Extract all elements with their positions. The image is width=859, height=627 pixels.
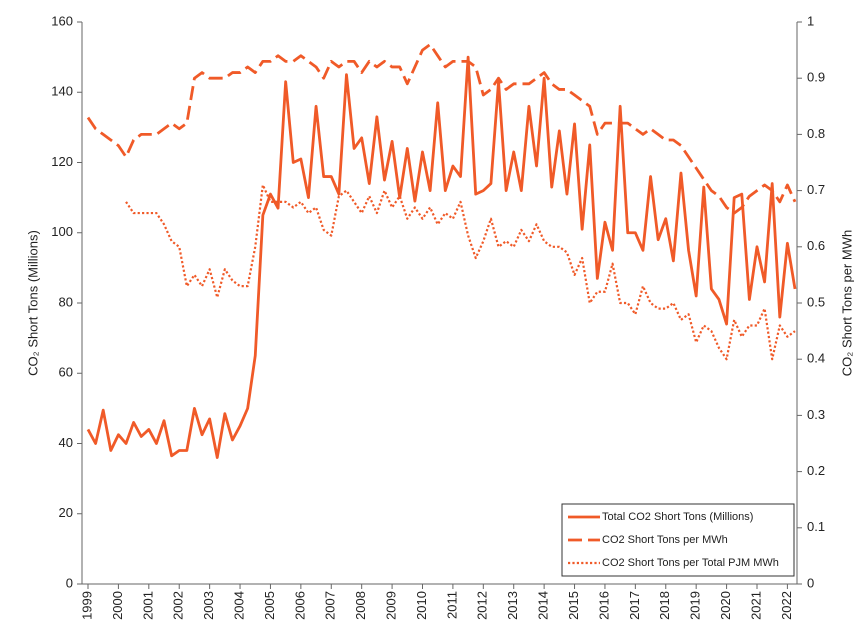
- legend-label: CO2 Short Tons per MWh: [602, 534, 728, 546]
- y2-tick-label: 0.5: [807, 294, 825, 309]
- x-tick-label: 2007: [323, 591, 338, 620]
- x-tick-label: 2016: [596, 591, 611, 620]
- x-tick-label: 2013: [505, 591, 520, 620]
- series-line: [86, 43, 797, 215]
- y-axis-label: CO₂ Short Tons (Millions): [25, 230, 40, 376]
- y2-tick-label: 1: [807, 13, 814, 28]
- x-tick-label: 2022: [779, 591, 794, 620]
- x-tick-label: 2019: [688, 591, 703, 620]
- y-tick-label: 0: [66, 575, 73, 590]
- x-tick-label: 2017: [627, 591, 642, 620]
- legend: Total CO2 Short Tons (Millions) CO2 Short…: [561, 503, 795, 577]
- y2-axis-label: CO₂ Short Tons per MWh: [839, 230, 854, 376]
- y-tick-label: 40: [59, 435, 73, 450]
- x-tick-label: 2012: [475, 591, 490, 620]
- x-tick-label: 2003: [201, 591, 216, 620]
- y-tick-label: 100: [51, 224, 73, 239]
- x-tick-label: 2006: [292, 591, 307, 620]
- y2-tick-label: 0.1: [807, 519, 825, 534]
- x-tick-label: 2021: [748, 591, 763, 620]
- x-tick-label: 2010: [414, 591, 429, 620]
- y-tick-label: 60: [59, 365, 73, 380]
- x-tick-label: 2004: [231, 591, 246, 620]
- series-line: [125, 183, 796, 361]
- x-tick-label: 2020: [718, 591, 733, 620]
- series-line: [86, 55, 797, 459]
- x-tick-label: 2011: [444, 591, 459, 619]
- x-tick-label: 2000: [110, 591, 125, 620]
- x-tick-label: 2009: [384, 591, 399, 620]
- y2-tick-label: 0: [807, 575, 814, 590]
- y2-tick-label: 0.6: [807, 238, 825, 253]
- y-tick-label: 160: [51, 13, 73, 28]
- y2-tick-label: 0.3: [807, 407, 825, 422]
- y2-tick-label: 0.9: [807, 70, 825, 85]
- x-tick-label: 1999: [79, 591, 94, 620]
- y-tick-label: 140: [51, 84, 73, 99]
- x-tick-label: 2018: [657, 591, 672, 620]
- x-tick-label: 2008: [353, 591, 368, 620]
- x-tick-label: 2002: [171, 591, 186, 620]
- y2-tick-label: 0.4: [807, 351, 825, 366]
- y2-tick-label: 0.7: [807, 182, 825, 197]
- x-tick-label: 2005: [262, 591, 277, 620]
- y-tick-label: 120: [51, 154, 73, 169]
- legend-box: [561, 503, 795, 577]
- y2-tick-label: 0.2: [807, 463, 825, 478]
- y-tick-label: 80: [59, 294, 73, 309]
- x-tick-label: 2015: [566, 591, 581, 620]
- x-tick-label: 2014: [536, 591, 551, 620]
- y-tick-label: 20: [59, 505, 73, 520]
- legend-label: CO2 Short Tons per Total PJM MWh: [602, 557, 779, 569]
- y2-tick-label: 0.8: [807, 126, 825, 141]
- x-tick-label: 2001: [140, 591, 155, 620]
- legend-label: Total CO2 Short Tons (Millions): [602, 511, 753, 523]
